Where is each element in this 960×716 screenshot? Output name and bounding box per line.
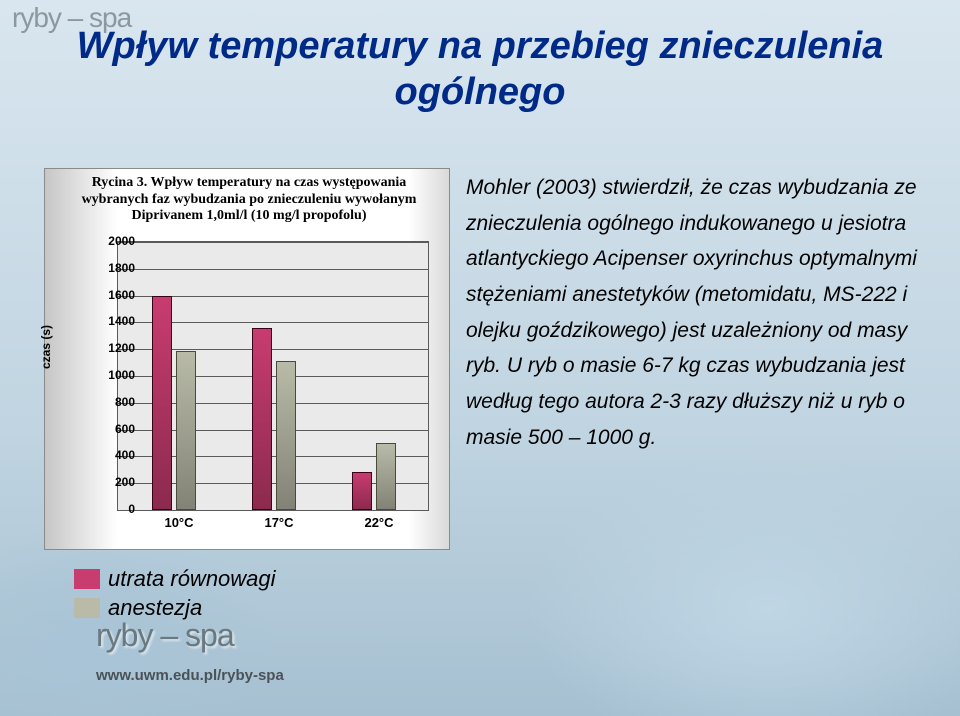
chart-plot: 10°C17°C22°C — [117, 241, 429, 511]
ytick-label: 0 — [95, 502, 135, 516]
ytick-label: 1800 — [95, 261, 135, 275]
bar — [352, 472, 372, 510]
legend-item: utrata równowagi — [74, 566, 276, 592]
bar — [176, 351, 196, 510]
chart-ylabel: czas (s) — [39, 325, 53, 369]
ytick-label: 800 — [95, 395, 135, 409]
bar-group: 17°C — [234, 242, 324, 510]
logo-footer: ryby – spa — [96, 617, 234, 654]
chart-legend: utrata równowagi anestezja — [74, 566, 454, 624]
body-paragraph: Mohler (2003) stwierdził, że czas wybudz… — [466, 170, 918, 456]
bar — [152, 296, 172, 510]
footer-link: www.uwm.edu.pl/ryby-spa — [96, 667, 284, 684]
xtick-label: 22°C — [334, 515, 424, 530]
legend-swatch — [74, 569, 100, 589]
bar-group: 22°C — [334, 242, 424, 510]
xtick-label: 17°C — [234, 515, 324, 530]
bar — [276, 361, 296, 510]
legend-label: utrata równowagi — [108, 566, 276, 592]
xtick-label: 10°C — [134, 515, 224, 530]
bar — [252, 328, 272, 510]
ytick-label: 1400 — [95, 314, 135, 328]
legend-swatch — [74, 598, 100, 618]
chart-panel: Rycina 3. Wpływ temperatury na czas wyst… — [44, 168, 450, 550]
bar-group: 10°C — [134, 242, 224, 510]
gridline — [118, 510, 428, 511]
ytick-label: 1600 — [95, 288, 135, 302]
ytick-label: 600 — [95, 422, 135, 436]
chart-caption: Rycina 3. Wpływ temperatury na czas wyst… — [69, 175, 429, 225]
ytick-label: 1200 — [95, 341, 135, 355]
logo-text: ryby – spa — [96, 617, 234, 653]
ytick-label: 2000 — [95, 234, 135, 248]
ytick-label: 200 — [95, 475, 135, 489]
page-title: Wpływ temperatury na przebieg znieczulen… — [0, 24, 960, 115]
ytick-label: 400 — [95, 448, 135, 462]
bar — [376, 443, 396, 510]
ytick-label: 1000 — [95, 368, 135, 382]
